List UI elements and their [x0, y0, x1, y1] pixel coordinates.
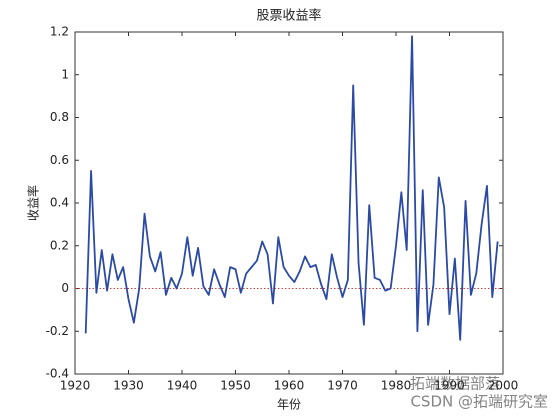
y-tick-label: 0.4 — [50, 196, 69, 210]
x-tick-label: 2000 — [488, 379, 519, 393]
x-tick-label: 1950 — [220, 379, 251, 393]
x-tick-label: 1960 — [274, 379, 305, 393]
x-tick-label: 1920 — [60, 379, 91, 393]
y-axis-label: 收益率 — [26, 185, 41, 221]
watermark: CSDN @拓端研究室 — [410, 393, 548, 411]
x-tick-label: 1980 — [381, 379, 412, 393]
x-tick-label: 1940 — [167, 379, 198, 393]
y-tick-label: -0.2 — [46, 324, 69, 338]
y-tick-label: 0.2 — [50, 238, 69, 252]
y-tick-label: 0.6 — [50, 153, 69, 167]
chart-title: 股票收益率 — [256, 8, 321, 24]
watermark: 拓端数据部落 — [410, 375, 500, 393]
x-tick-label: 1990 — [434, 379, 465, 393]
data-line — [84, 35, 499, 341]
y-tick-label: 0 — [61, 281, 69, 295]
x-tick-label: 1930 — [113, 379, 144, 393]
x-tick-label: 1970 — [327, 379, 358, 393]
y-tick-label: 1.2 — [50, 25, 69, 39]
y-tick-label: -0.4 — [46, 367, 69, 381]
x-axis-label: 年份 — [277, 398, 301, 412]
plot-frame — [74, 31, 504, 375]
y-tick-label: 1 — [61, 67, 69, 81]
y-tick-label: 0.8 — [50, 110, 69, 124]
